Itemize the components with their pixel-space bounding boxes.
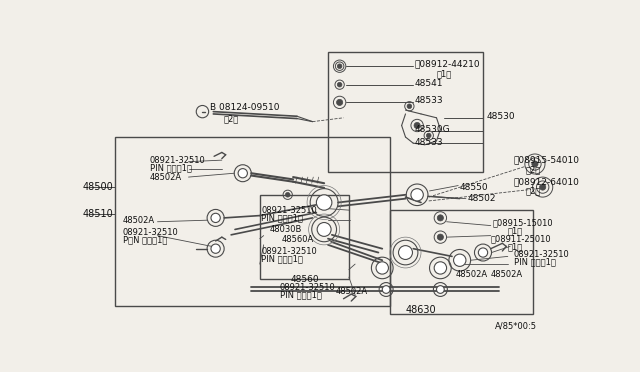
Text: 48502A: 48502A: [456, 270, 488, 279]
Circle shape: [407, 104, 412, 109]
Circle shape: [437, 234, 444, 240]
Circle shape: [382, 286, 390, 294]
Text: PIN ピン（1）: PIN ピン（1）: [514, 257, 556, 266]
Text: （2）: （2）: [525, 165, 541, 174]
Text: （1）: （1）: [508, 242, 523, 251]
Text: 48560A: 48560A: [282, 235, 314, 244]
Text: PIN ピン（1）: PIN ピン（1）: [261, 254, 303, 263]
Circle shape: [532, 161, 538, 167]
Text: （2）: （2）: [525, 186, 541, 195]
Text: 08921-32510: 08921-32510: [261, 247, 317, 256]
Text: （2）: （2）: [223, 115, 239, 124]
Text: 48502: 48502: [467, 194, 496, 203]
Text: 08921-32510: 08921-32510: [261, 206, 317, 215]
Text: B 08124-09510: B 08124-09510: [210, 103, 280, 112]
Circle shape: [437, 215, 444, 221]
Text: A/85*00:5: A/85*00:5: [495, 321, 537, 330]
Circle shape: [316, 195, 332, 210]
Text: 08921-32510: 08921-32510: [150, 155, 205, 165]
Text: PIN ピン（1）: PIN ピン（1）: [280, 291, 322, 299]
Text: 48560: 48560: [291, 275, 319, 284]
Text: 48502A: 48502A: [336, 286, 368, 295]
Text: 48502A: 48502A: [491, 270, 523, 279]
Circle shape: [411, 189, 423, 201]
Text: 48541: 48541: [415, 78, 444, 88]
Text: ⓥ08915-15010: ⓥ08915-15010: [492, 219, 553, 228]
Text: 48510: 48510: [83, 209, 113, 219]
Text: 48550: 48550: [460, 183, 488, 192]
Circle shape: [238, 169, 248, 178]
Circle shape: [434, 262, 447, 274]
Circle shape: [399, 246, 412, 260]
Text: PIN ピン（1）: PIN ピン（1）: [261, 214, 303, 222]
Circle shape: [337, 64, 342, 68]
Circle shape: [337, 99, 343, 106]
Circle shape: [478, 248, 488, 257]
Circle shape: [376, 262, 388, 274]
Circle shape: [540, 184, 546, 190]
Text: 1）: 1）: [436, 70, 452, 78]
Text: 08921-32510: 08921-32510: [280, 283, 336, 292]
Text: 48030B: 48030B: [270, 225, 302, 234]
Text: Ⓠ08915-54010: Ⓠ08915-54010: [514, 155, 580, 165]
Text: （1）: （1）: [508, 227, 523, 235]
Circle shape: [436, 286, 444, 294]
Bar: [328, 52, 483, 172]
Text: 48502A: 48502A: [123, 216, 155, 225]
Bar: [390, 210, 533, 314]
Circle shape: [454, 254, 466, 266]
Text: 08921-32510: 08921-32510: [514, 250, 570, 259]
Text: 48500: 48500: [83, 182, 113, 192]
Circle shape: [285, 192, 290, 197]
Text: 48530: 48530: [486, 112, 515, 121]
Text: 48533: 48533: [415, 96, 444, 105]
Bar: [115, 137, 390, 307]
Text: 48630: 48630: [406, 305, 436, 315]
Text: PネN ピン（1）: PネN ピン（1）: [123, 236, 167, 245]
Circle shape: [317, 222, 331, 236]
Circle shape: [337, 82, 342, 87]
Text: PIN ピン（1）: PIN ピン（1）: [150, 163, 191, 172]
Text: ⓝ08912-44210: ⓝ08912-44210: [415, 60, 481, 68]
Text: 48530G: 48530G: [415, 125, 451, 134]
Text: ⓝ08911-25010: ⓝ08911-25010: [491, 234, 552, 243]
Text: 48502A: 48502A: [150, 173, 182, 182]
Text: 48533: 48533: [415, 138, 444, 147]
Circle shape: [426, 133, 431, 138]
Circle shape: [211, 213, 220, 222]
Circle shape: [211, 244, 220, 253]
Text: 08921-32510: 08921-32510: [123, 228, 179, 237]
Bar: [260, 195, 349, 279]
Text: ⓝ08912-64010: ⓝ08912-64010: [514, 177, 580, 186]
Circle shape: [414, 122, 420, 129]
